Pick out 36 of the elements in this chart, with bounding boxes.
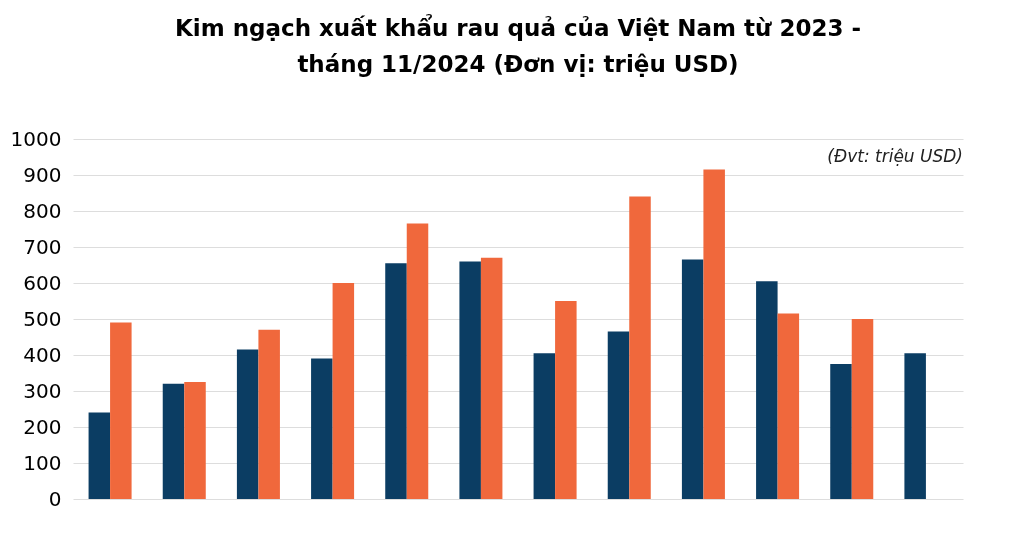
y-tick-label: 200 bbox=[23, 414, 62, 439]
bar bbox=[681, 259, 704, 499]
bar bbox=[385, 263, 407, 499]
bar bbox=[406, 223, 429, 499]
bar bbox=[703, 169, 725, 499]
bar bbox=[88, 412, 111, 499]
bar bbox=[258, 329, 280, 499]
bar bbox=[830, 364, 852, 499]
bar bbox=[110, 322, 132, 499]
bar bbox=[777, 313, 800, 499]
y-tick-label: 700 bbox=[23, 234, 62, 259]
y-tick-label: 100 bbox=[23, 450, 62, 475]
bar bbox=[851, 319, 874, 499]
bar bbox=[184, 382, 206, 499]
bar bbox=[904, 353, 926, 499]
y-tick-label: 900 bbox=[23, 162, 62, 187]
bar bbox=[311, 358, 333, 499]
bar bbox=[236, 349, 259, 499]
y-tick-label: 600 bbox=[23, 270, 62, 295]
bar bbox=[555, 301, 577, 499]
chart-title: Kim ngạch xuất khẩu rau quả của Việt Nam từ 2023 - tháng 11/2024 (Đơn vị: triệu USD) bbox=[174, 14, 862, 77]
bar bbox=[480, 257, 503, 499]
bar bbox=[756, 281, 778, 499]
y-tick-label: 500 bbox=[23, 306, 62, 331]
y-tick-label: 300 bbox=[23, 378, 62, 403]
y-tick-label: 800 bbox=[23, 198, 62, 223]
annotation: (Đvt: triệu USD) bbox=[827, 146, 963, 166]
bar bbox=[607, 331, 630, 499]
y-tick-label: 0 bbox=[48, 486, 62, 511]
bar bbox=[162, 383, 185, 499]
bar bbox=[459, 261, 481, 499]
y-tick-label: 400 bbox=[23, 342, 62, 367]
bar bbox=[332, 283, 355, 499]
bar bbox=[533, 353, 556, 499]
y-tick-label: 1000 bbox=[10, 126, 62, 151]
bar bbox=[629, 196, 651, 499]
